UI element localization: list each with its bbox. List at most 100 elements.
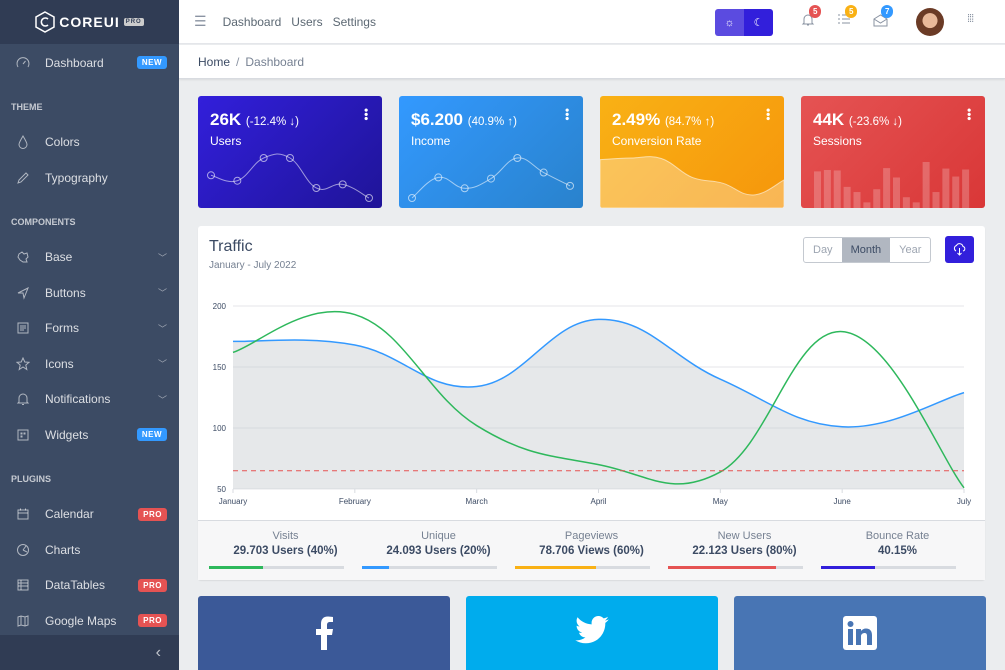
new-badge: NEW: [136, 428, 167, 442]
speedometer-icon: [16, 56, 30, 70]
chevron-left-icon: ‹: [155, 643, 161, 661]
series-line-1: [232, 310, 965, 489]
widget-bar: [893, 177, 900, 208]
period-day-button[interactable]: Day: [813, 244, 833, 256]
x-tick-label: January: [219, 497, 247, 506]
sidebar-item-datatables[interactable]: DataTables PRO: [0, 568, 179, 604]
sparkline-point: [312, 184, 321, 192]
widget-value: 44K (-23.6% ↓): [813, 110, 902, 130]
series-line-0: [232, 318, 965, 428]
sidebar-item-calendar[interactable]: Calendar PRO: [0, 497, 179, 533]
widget-change: (-23.6% ↓): [848, 116, 902, 128]
widget-chart: [408, 154, 574, 202]
tasks-count: 5: [845, 5, 858, 18]
period-month-button[interactable]: Month: [841, 238, 891, 262]
sidebar-item-forms[interactable]: Forms ﹀: [0, 311, 179, 347]
sidebar-item-base[interactable]: Base ﹀: [0, 240, 179, 276]
nav-section-title: PLUGINS: [11, 473, 52, 484]
y-tick-label: 50: [217, 485, 226, 494]
moon-icon[interactable]: ☾: [744, 9, 773, 36]
chevron-down-icon[interactable]: ﹀: [157, 323, 167, 334]
header-link-dashboard[interactable]: Dashboard: [222, 14, 282, 29]
social-card-linkedin: [734, 596, 986, 670]
download-button[interactable]: [945, 236, 974, 263]
progress-fill: [209, 566, 263, 569]
stat-unique: Unique 24.093 Users (20%): [362, 521, 515, 580]
sparkline-point: [365, 194, 373, 202]
sparkline-point: [434, 173, 443, 182]
stat-value: 24.093 Users (20%): [386, 545, 491, 557]
pro-badge: PRO: [138, 614, 167, 628]
widget-bar: [873, 189, 881, 208]
y-tick-label: 100: [213, 424, 227, 433]
widget-change: (40.9% ↑): [467, 116, 517, 128]
cursor-icon: [16, 286, 30, 300]
widget-value: $6.200 (40.9% ↑): [411, 110, 517, 130]
avatar[interactable]: [916, 8, 944, 36]
more-options-icon[interactable]: •••: [560, 108, 574, 121]
puzzle-icon: [16, 250, 30, 264]
chevron-down-icon[interactable]: ﹀: [157, 252, 167, 263]
stat-new-users: New Users 22.123 Users (80%): [668, 521, 821, 580]
traffic-title: Traffic: [209, 238, 253, 255]
list-icon[interactable]: 5: [837, 5, 858, 30]
chevron-down-icon[interactable]: ﹀: [157, 359, 167, 370]
sidebar-item-typography[interactable]: Typography: [0, 160, 179, 196]
apps-grid-icon[interactable]: ⁞⁞⁞: [967, 13, 974, 25]
widget-sparkline: [411, 157, 571, 199]
envelope-open-icon[interactable]: 7: [873, 5, 894, 30]
widget-bar: [853, 192, 861, 208]
sidebar-item-icons[interactable]: Icons ﹀: [0, 346, 179, 382]
widget-bar: [932, 192, 940, 208]
sidebar-item-google-maps[interactable]: Google Maps PRO: [0, 603, 179, 639]
sidebar-item-label: Buttons: [45, 285, 86, 300]
sidebar-item-widgets[interactable]: Widgets NEW: [0, 417, 179, 453]
sun-icon[interactable]: ☼: [715, 9, 744, 36]
linkedin-icon: [843, 616, 877, 670]
sparkline-point: [460, 184, 469, 193]
brand-tag: PRO: [123, 18, 144, 26]
breadcrumb-home[interactable]: Home: [198, 54, 231, 69]
cloud-download-icon: [953, 243, 966, 256]
chevron-down-icon[interactable]: ﹀: [157, 394, 167, 405]
sidebar-item-charts[interactable]: Charts: [0, 532, 179, 568]
stat-progress: [362, 566, 497, 569]
stat-value: 22.123 Users (80%): [692, 545, 797, 557]
period-year-button[interactable]: Year: [899, 244, 922, 256]
social-card-facebook: [198, 596, 450, 670]
sidebar-item-colors[interactable]: Colors: [0, 125, 179, 161]
brand-logo[interactable]: COREUI PRO: [0, 0, 179, 44]
pro-badge: PRO: [138, 507, 167, 521]
chevron-down-icon[interactable]: ﹀: [157, 288, 167, 299]
stat-pageviews: Pageviews 78.706 Views (60%): [515, 521, 668, 580]
traffic-subtitle: January - July 2022: [209, 260, 297, 271]
widget-value-number: 44K: [813, 110, 845, 129]
sidebar-item-label: Colors: [45, 135, 80, 150]
sidebar-item-label: Notifications: [45, 392, 111, 407]
widget-chart: [600, 156, 784, 208]
sidebar-toggler[interactable]: ‹: [0, 635, 179, 670]
stat-progress: [821, 566, 956, 569]
bell-icon[interactable]: 5: [801, 5, 822, 30]
sidebar-item-dashboard[interactable]: Dashboard NEW: [0, 45, 179, 81]
widget-bar: [902, 197, 910, 208]
breadcrumb: Home / Dashboard: [179, 45, 1005, 79]
map-icon: [16, 614, 30, 628]
more-options-icon[interactable]: •••: [962, 108, 976, 121]
messages-count: 7: [881, 5, 894, 18]
x-tick-label: March: [466, 497, 488, 506]
widget-bar: [814, 171, 821, 208]
sidebar-item-buttons[interactable]: Buttons ﹀: [0, 275, 179, 311]
sidebar-item-notifications[interactable]: Notifications ﹀: [0, 382, 179, 418]
stat-value: 78.706 Views (60%): [539, 545, 644, 557]
progress-fill: [362, 566, 389, 569]
x-tick-label: April: [590, 497, 606, 506]
menu-toggle-icon[interactable]: ☰: [194, 13, 207, 29]
header-link-users[interactable]: Users: [291, 14, 323, 29]
more-options-icon[interactable]: •••: [761, 108, 775, 121]
notifications-count: 5: [809, 5, 822, 18]
more-options-icon[interactable]: •••: [359, 108, 373, 121]
calendar-icon: [16, 507, 30, 521]
widget-chart: [207, 153, 373, 202]
header-link-settings[interactable]: Settings: [332, 14, 376, 29]
